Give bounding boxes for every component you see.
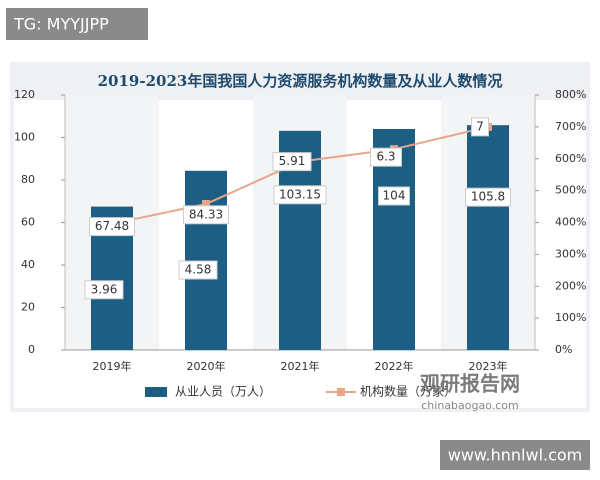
value-label: 5.91 bbox=[279, 154, 306, 168]
y2-tick-label: 500% bbox=[555, 184, 586, 197]
legend-label: 从业人员（万人） bbox=[175, 385, 271, 399]
x-tick-label: 2021年 bbox=[281, 359, 320, 373]
watermark-text: TG: MYYJJPP bbox=[13, 15, 109, 34]
value-label: 104 bbox=[383, 189, 406, 203]
logo-url: chinabaogao.com bbox=[421, 399, 519, 412]
value-label-box bbox=[178, 260, 218, 280]
value-label: 103.15 bbox=[279, 187, 321, 201]
value-label: 105.8 bbox=[471, 190, 505, 204]
value-label-box bbox=[183, 205, 229, 225]
logo-text: 观研报告网 bbox=[420, 372, 520, 396]
value-label: 7 bbox=[476, 119, 484, 133]
y2-tick-label: 200% bbox=[555, 279, 586, 292]
value-label-box bbox=[89, 217, 135, 237]
x-tick-label: 2023年 bbox=[469, 359, 508, 373]
legend-swatch bbox=[337, 388, 345, 396]
line-marker bbox=[202, 200, 210, 209]
value-label-box bbox=[272, 152, 312, 172]
y2-tick-label: 0% bbox=[555, 343, 572, 356]
bar bbox=[467, 125, 509, 350]
y2-tick-label: 300% bbox=[555, 247, 586, 260]
y2-tick-label: 800% bbox=[555, 88, 586, 101]
y2-tick-label: 100% bbox=[555, 311, 586, 324]
chart-title: 2019-2023年国我国人力资源服务机构数量及从业人数情况 bbox=[98, 72, 503, 90]
value-label-box bbox=[273, 185, 327, 205]
y-tick-label: 40 bbox=[21, 258, 35, 271]
value-label-box bbox=[465, 187, 511, 207]
y2-tick-label: 700% bbox=[555, 120, 586, 133]
y-tick-label: 60 bbox=[21, 216, 35, 229]
value-label-box bbox=[84, 280, 124, 300]
x-tick-label: 2022年 bbox=[375, 359, 414, 373]
watermark-box bbox=[6, 8, 148, 40]
y-tick-label: 20 bbox=[21, 301, 35, 314]
y-tick-label: 0 bbox=[28, 343, 35, 356]
x-tick-label: 2019年 bbox=[93, 359, 132, 373]
value-label-box bbox=[378, 186, 410, 206]
value-label-box bbox=[370, 147, 402, 167]
value-label: 6.3 bbox=[376, 150, 395, 164]
value-label: 67.48 bbox=[95, 219, 129, 233]
y-tick-label: 120 bbox=[14, 88, 35, 101]
y-tick-label: 80 bbox=[21, 173, 35, 186]
legend-swatch bbox=[145, 387, 167, 397]
value-label: 84.33 bbox=[189, 207, 223, 221]
y2-tick-label: 400% bbox=[555, 216, 586, 229]
watermark-box bbox=[440, 440, 590, 470]
value-label-box bbox=[471, 117, 489, 137]
x-tick-label: 2020年 bbox=[187, 359, 226, 373]
legend-label: 机构数量（万家） bbox=[360, 384, 456, 399]
y-tick-label: 100 bbox=[14, 131, 35, 144]
value-label: 3.96 bbox=[91, 282, 118, 296]
y2-tick-label: 600% bbox=[555, 152, 586, 165]
value-label: 4.58 bbox=[185, 263, 212, 277]
watermark-text: www.hnnlwl.com bbox=[448, 446, 583, 465]
